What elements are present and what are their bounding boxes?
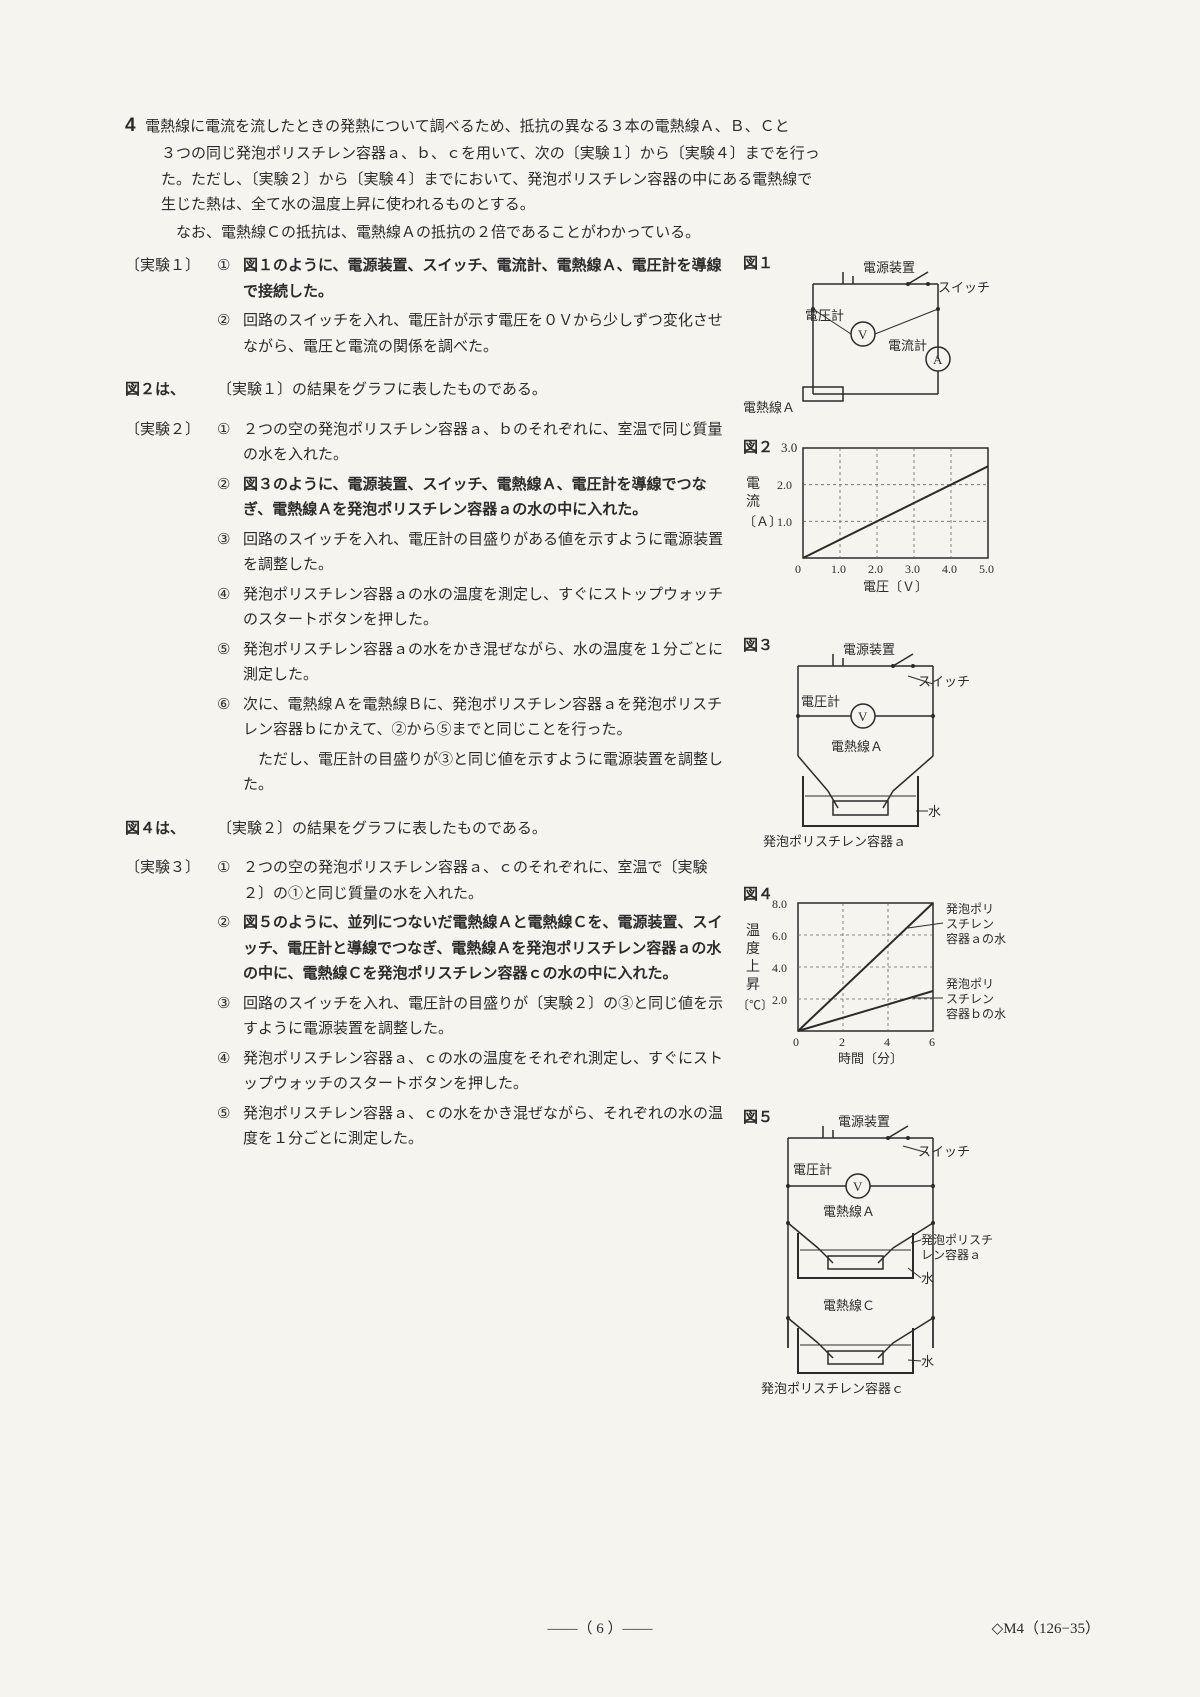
svg-text:3.0: 3.0 bbox=[781, 440, 797, 455]
svg-text:電流計: 電流計 bbox=[888, 338, 927, 353]
exp2-label: 〔実験２〕 bbox=[125, 418, 217, 803]
svg-text:流: 流 bbox=[746, 494, 760, 510]
exam-page: 4 電熱線に電流を流したときの発熱について調べるため、抵抗の異なる３本の電熱線Ａ、… bbox=[0, 0, 1200, 1697]
svg-text:水: 水 bbox=[921, 1271, 934, 1286]
right-column: 図１ 電源装置 スイッチ A 電流 bbox=[743, 254, 1100, 1452]
svg-text:図３: 図３ bbox=[743, 637, 773, 654]
question-number: 4 bbox=[125, 115, 136, 136]
exp1-step2: ② 回路のスイッチを入れ、電圧計が示す電圧を０Ｖから少しずつ変化させながら、電圧… bbox=[217, 309, 725, 360]
fig1: 図１ 電源装置 スイッチ A 電流 bbox=[743, 254, 1100, 424]
svg-text:容器ｂの水: 容器ｂの水 bbox=[946, 1006, 1006, 1021]
step-circ: ① bbox=[217, 254, 243, 305]
step-text: 回路のスイッチを入れ、電圧計が示す電圧を０Ｖから少しずつ変化させながら、電圧と電… bbox=[243, 309, 725, 360]
svg-text:0: 0 bbox=[795, 562, 801, 576]
exp3: 〔実験３〕 ①２つの空の発泡ポリスチレン容器ａ、ｃのそれぞれに、室温で〔実験２〕… bbox=[125, 856, 725, 1157]
svg-text:スイッチ: スイッチ bbox=[918, 1144, 970, 1159]
fig4-note: 図４は、 〔実験２〕の結果をグラフに表したものである。 bbox=[125, 817, 725, 843]
svg-text:電圧計: 電圧計 bbox=[805, 308, 844, 323]
svg-text:スチレン: スチレン bbox=[946, 992, 994, 1006]
svg-text:6: 6 bbox=[929, 1035, 935, 1049]
fig2-svg: 図２ 3.0 電 流 〔Ａ〕 bbox=[743, 438, 1013, 613]
svg-text:1.0: 1.0 bbox=[777, 515, 792, 529]
svg-text:電熱線Ａ: 電熱線Ａ bbox=[743, 400, 795, 414]
svg-text:水: 水 bbox=[928, 804, 941, 819]
svg-text:3.0: 3.0 bbox=[905, 562, 920, 576]
svg-text:時間〔分〕: 時間〔分〕 bbox=[838, 1051, 903, 1066]
svg-text:容器ａの水: 容器ａの水 bbox=[946, 931, 1006, 946]
svg-text:〔℃〕: 〔℃〕 bbox=[743, 998, 773, 1012]
svg-text:2.0: 2.0 bbox=[777, 478, 792, 492]
svg-text:図５: 図５ bbox=[743, 1109, 773, 1126]
svg-text:発泡ポリスチ: 発泡ポリスチ bbox=[921, 1233, 993, 1247]
fig4: 図４ 温 度 上 昇 〔℃〕 bbox=[743, 885, 1100, 1095]
svg-text:電圧計: 電圧計 bbox=[793, 1162, 832, 1177]
svg-text:4: 4 bbox=[884, 1035, 890, 1049]
left-column: 〔実験１〕 ① 図１のように、電源装置、スイッチ、電流計、電熱線Ａ、電圧計を導線… bbox=[125, 254, 725, 1452]
fig5-svg: 図５ 電源装置 スイッチ V 電圧計 bbox=[743, 1108, 1023, 1428]
svg-text:4.0: 4.0 bbox=[772, 961, 787, 975]
svg-text:電: 電 bbox=[746, 476, 760, 492]
intro-line-0: 電熱線に電流を流したときの発熱について調べるため、抵抗の異なる３本の電熱線Ａ、Ｂ… bbox=[145, 119, 790, 135]
svg-text:電源装置: 電源装置 bbox=[838, 1114, 890, 1129]
intro-line-1: ３つの同じ発泡ポリスチレン容器ａ、ｂ、ｃを用いて、次の〔実験１〕から〔実験４〕ま… bbox=[161, 142, 1100, 168]
fig1-svg: 図１ 電源装置 スイッチ A 電流 bbox=[743, 254, 1003, 414]
exp2: 〔実験２〕 ①２つの空の発泡ポリスチレン容器ａ、ｂのそれぞれに、室温で同じ質量の… bbox=[125, 418, 725, 803]
svg-text:電熱線Ａ: 電熱線Ａ bbox=[831, 739, 883, 754]
svg-text:発泡ポリ: 発泡ポリ bbox=[946, 902, 994, 916]
intro-line-3: 生じた熱は、全て水の温度上昇に使われるものとする。 bbox=[161, 193, 1100, 219]
svg-text:温: 温 bbox=[746, 923, 760, 939]
svg-text:1.0: 1.0 bbox=[831, 562, 846, 576]
exp3-label: 〔実験３〕 bbox=[125, 856, 217, 1157]
svg-text:図２: 図２ bbox=[743, 439, 773, 456]
exp1: 〔実験１〕 ① 図１のように、電源装置、スイッチ、電流計、電熱線Ａ、電圧計を導線… bbox=[125, 254, 725, 364]
fig3: 図３ 電源装置 スイッチ V 電圧計 bbox=[743, 636, 1100, 871]
svg-text:度: 度 bbox=[746, 941, 760, 957]
svg-text:発泡ポリスチレン容器ｃ: 発泡ポリスチレン容器ｃ bbox=[761, 1381, 904, 1396]
svg-text:A: A bbox=[933, 352, 943, 367]
exp1-step1: ① 図１のように、電源装置、スイッチ、電流計、電熱線Ａ、電圧計を導線で接続した。 bbox=[217, 254, 725, 305]
svg-text:レン容器ａ: レン容器ａ bbox=[921, 1247, 981, 1262]
svg-text:水: 水 bbox=[921, 1354, 934, 1369]
svg-text:2.0: 2.0 bbox=[772, 993, 787, 1007]
svg-text:図１: 図１ bbox=[743, 255, 773, 272]
svg-text:0: 0 bbox=[793, 1035, 799, 1049]
svg-text:電熱線Ｃ: 電熱線Ｃ bbox=[823, 1298, 875, 1313]
svg-text:スイッチ: スイッチ bbox=[938, 280, 990, 295]
svg-text:図４: 図４ bbox=[743, 886, 773, 903]
step-text: 図１のように、電源装置、スイッチ、電流計、電熱線Ａ、電圧計を導線で接続した。 bbox=[243, 254, 725, 305]
svg-text:昇: 昇 bbox=[746, 978, 760, 993]
svg-text:発泡ポリ: 発泡ポリ bbox=[946, 977, 994, 991]
svg-text:スチレン: スチレン bbox=[946, 917, 994, 931]
fig5: 図５ 電源装置 スイッチ V 電圧計 bbox=[743, 1108, 1100, 1438]
intro-line-2: た。ただし、〔実験２〕から〔実験４〕までにおいて、発泡ポリスチレン容器の中にある… bbox=[161, 168, 1100, 194]
svg-text:8.0: 8.0 bbox=[772, 897, 787, 911]
fig3-svg: 図３ 電源装置 スイッチ V 電圧計 bbox=[743, 636, 1003, 861]
svg-text:2.0: 2.0 bbox=[868, 562, 883, 576]
fig4-svg: 図４ 温 度 上 昇 〔℃〕 bbox=[743, 885, 1028, 1085]
svg-text:V: V bbox=[853, 1179, 863, 1194]
svg-text:電圧計: 電圧計 bbox=[801, 694, 840, 709]
doc-code: ◇M4（126−35） bbox=[992, 1617, 1100, 1643]
svg-text:5.0: 5.0 bbox=[979, 562, 994, 576]
fig2-note: 図２は、 〔実験１〕の結果をグラフに表したものである。 bbox=[125, 378, 725, 404]
svg-text:電圧〔Ｖ〕: 電圧〔Ｖ〕 bbox=[863, 579, 928, 594]
exp1-label: 〔実験１〕 bbox=[125, 254, 217, 364]
svg-text:電熱線Ａ: 電熱線Ａ bbox=[823, 1204, 875, 1219]
svg-text:電源装置: 電源装置 bbox=[843, 642, 895, 657]
svg-text:V: V bbox=[858, 327, 868, 342]
svg-text:V: V bbox=[858, 709, 868, 724]
svg-text:2: 2 bbox=[839, 1035, 845, 1049]
step-circ: ② bbox=[217, 309, 243, 360]
fig2: 図２ 3.0 電 流 〔Ａ〕 bbox=[743, 438, 1100, 623]
svg-text:電源装置: 電源装置 bbox=[863, 260, 915, 275]
svg-text:4.0: 4.0 bbox=[942, 562, 957, 576]
question-intro: 4 電熱線に電流を流したときの発熱について調べるため、抵抗の異なる３本の電熱線Ａ、… bbox=[125, 110, 1100, 246]
svg-text:発泡ポリスチレン容器ａ: 発泡ポリスチレン容器ａ bbox=[763, 834, 906, 849]
svg-text:6.0: 6.0 bbox=[772, 929, 787, 943]
svg-text:上: 上 bbox=[746, 959, 760, 975]
intro-note: なお、電熱線Ｃの抵抗は、電熱線Ａの抵抗の２倍であることがわかっている。 bbox=[161, 221, 1100, 247]
